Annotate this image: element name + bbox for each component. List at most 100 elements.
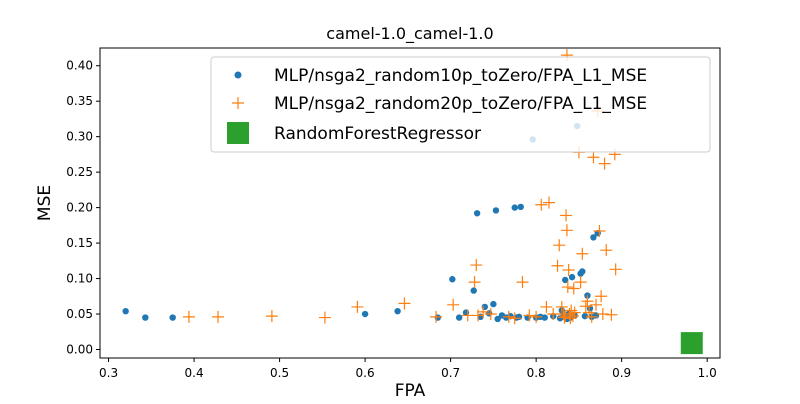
- legend-label-series-1: MLP/nsga2_random10p_toZero/FPA_L1_MSE: [274, 66, 647, 86]
- data-point-dot: [122, 307, 129, 315]
- data-point-plus: [398, 297, 411, 310]
- data-point-dot: [541, 314, 548, 321]
- legend: MLP/nsga2_random10p_toZero/FPA_L1_MSE ML…: [210, 56, 711, 153]
- legend-label-series-3: RandomForestRegressor: [274, 124, 481, 144]
- data-point-dot: [449, 276, 456, 283]
- data-point-plus: [562, 264, 575, 277]
- y-tick-label: 0.30: [66, 130, 93, 144]
- data-point-dot: [473, 210, 481, 217]
- data-point-dot: [492, 207, 500, 214]
- data-point-plus: [560, 209, 573, 222]
- data-point-plus: [600, 244, 613, 257]
- data-point-dot: [568, 273, 576, 281]
- chart-title: camel-1.0_camel-1.0: [326, 24, 493, 44]
- data-point-plus: [477, 305, 490, 318]
- data-point-plus: [542, 196, 555, 209]
- data-point-plus: [593, 225, 606, 238]
- data-point-plus: [484, 308, 497, 321]
- data-point-plus: [598, 157, 611, 170]
- data-point-dot: [515, 313, 523, 321]
- data-point-plus: [461, 309, 474, 322]
- data-point-dot: [455, 314, 463, 321]
- data-point-plus: [560, 224, 573, 237]
- x-tick-label: 0.9: [612, 366, 631, 380]
- data-point-plus: [574, 276, 587, 289]
- data-point-plus: [547, 308, 560, 321]
- legend-box: [210, 56, 711, 153]
- data-point-plus: [535, 198, 548, 211]
- data-point-plus: [470, 259, 483, 272]
- data-point-plus: [540, 300, 553, 313]
- data-point-plus: [587, 151, 600, 164]
- data-point-plus: [508, 312, 521, 325]
- series-3-points: [680, 332, 703, 355]
- legend-entry-series-2: MLP/nsga2_random20p_toZero/FPA_L1_MSE: [232, 94, 647, 114]
- data-point-square: [680, 332, 703, 355]
- legend-marker-plus: [232, 97, 244, 109]
- y-tick-label: 0.00: [66, 342, 93, 356]
- data-point-plus: [265, 310, 278, 323]
- data-point-plus: [318, 311, 331, 324]
- y-tick-label: 0.15: [66, 236, 93, 250]
- x-tick-label: 1.0: [698, 366, 717, 380]
- data-point-plus: [561, 281, 574, 294]
- data-point-dot: [490, 300, 497, 308]
- data-point-plus: [502, 310, 515, 323]
- y-axis: 0.00 0.05 0.10 0.15 0.20 0.25 0.30 0.35 0.40: [66, 59, 100, 356]
- y-tick-label: 0.10: [66, 272, 93, 286]
- data-point-dot: [494, 315, 501, 323]
- data-point-plus: [551, 259, 564, 272]
- data-point-dot: [581, 312, 589, 320]
- data-point-plus: [595, 290, 608, 303]
- data-point-dot: [562, 276, 569, 284]
- data-point-plus: [567, 282, 580, 295]
- y-tick-label: 0.25: [66, 165, 93, 179]
- data-point-plus: [468, 276, 481, 289]
- legend-marker-dot: [234, 71, 242, 79]
- data-point-plus: [609, 263, 622, 276]
- legend-marker-square: [227, 122, 249, 144]
- data-point-dot: [511, 204, 518, 211]
- data-point-plus: [516, 276, 529, 289]
- legend-entry-series-1: MLP/nsga2_random10p_toZero/FPA_L1_MSE: [234, 66, 647, 86]
- data-point-dot: [470, 287, 477, 294]
- data-point-dot: [394, 307, 401, 315]
- data-point-plus: [605, 308, 618, 321]
- data-point-plus: [555, 300, 568, 313]
- y-axis-label: MSE: [35, 185, 55, 221]
- data-point-plus: [351, 300, 364, 313]
- x-tick-label: 0.8: [527, 366, 546, 380]
- data-point-plus: [585, 310, 598, 323]
- data-point-dot: [142, 314, 149, 321]
- data-point-dot: [169, 314, 176, 321]
- legend-label-series-2: MLP/nsga2_random20p_toZero/FPA_L1_MSE: [274, 94, 647, 114]
- data-point-dot: [590, 234, 597, 241]
- data-point-plus: [590, 298, 602, 311]
- plot-frame: [99, 47, 721, 359]
- data-point-plus: [430, 310, 443, 323]
- data-point-plus: [553, 239, 566, 252]
- data-point-plus: [579, 300, 592, 313]
- data-point-plus: [576, 247, 589, 260]
- x-tick-label: 0.3: [99, 366, 118, 380]
- x-tick-label: 0.6: [356, 366, 375, 380]
- x-axis: 0.3 0.4 0.5 0.6 0.7 0.8 0.9 1.0: [99, 358, 717, 380]
- data-point-dot: [517, 203, 524, 211]
- x-tick-label: 0.7: [441, 366, 460, 380]
- series-1-points: [122, 122, 601, 323]
- x-axis-label: FPA: [395, 381, 426, 400]
- data-point-dot: [361, 310, 369, 318]
- data-point-plus: [530, 310, 543, 323]
- data-point-plus: [471, 309, 484, 322]
- y-tick-label: 0.40: [66, 59, 93, 73]
- x-tick-label: 0.4: [185, 366, 204, 380]
- y-tick-label: 0.20: [66, 201, 93, 215]
- y-tick-label: 0.05: [66, 307, 93, 321]
- data-point-plus: [447, 298, 460, 311]
- data-point-plus: [568, 306, 581, 319]
- data-point-plus: [182, 310, 195, 323]
- data-point-plus: [596, 308, 609, 321]
- data-point-plus: [212, 310, 225, 323]
